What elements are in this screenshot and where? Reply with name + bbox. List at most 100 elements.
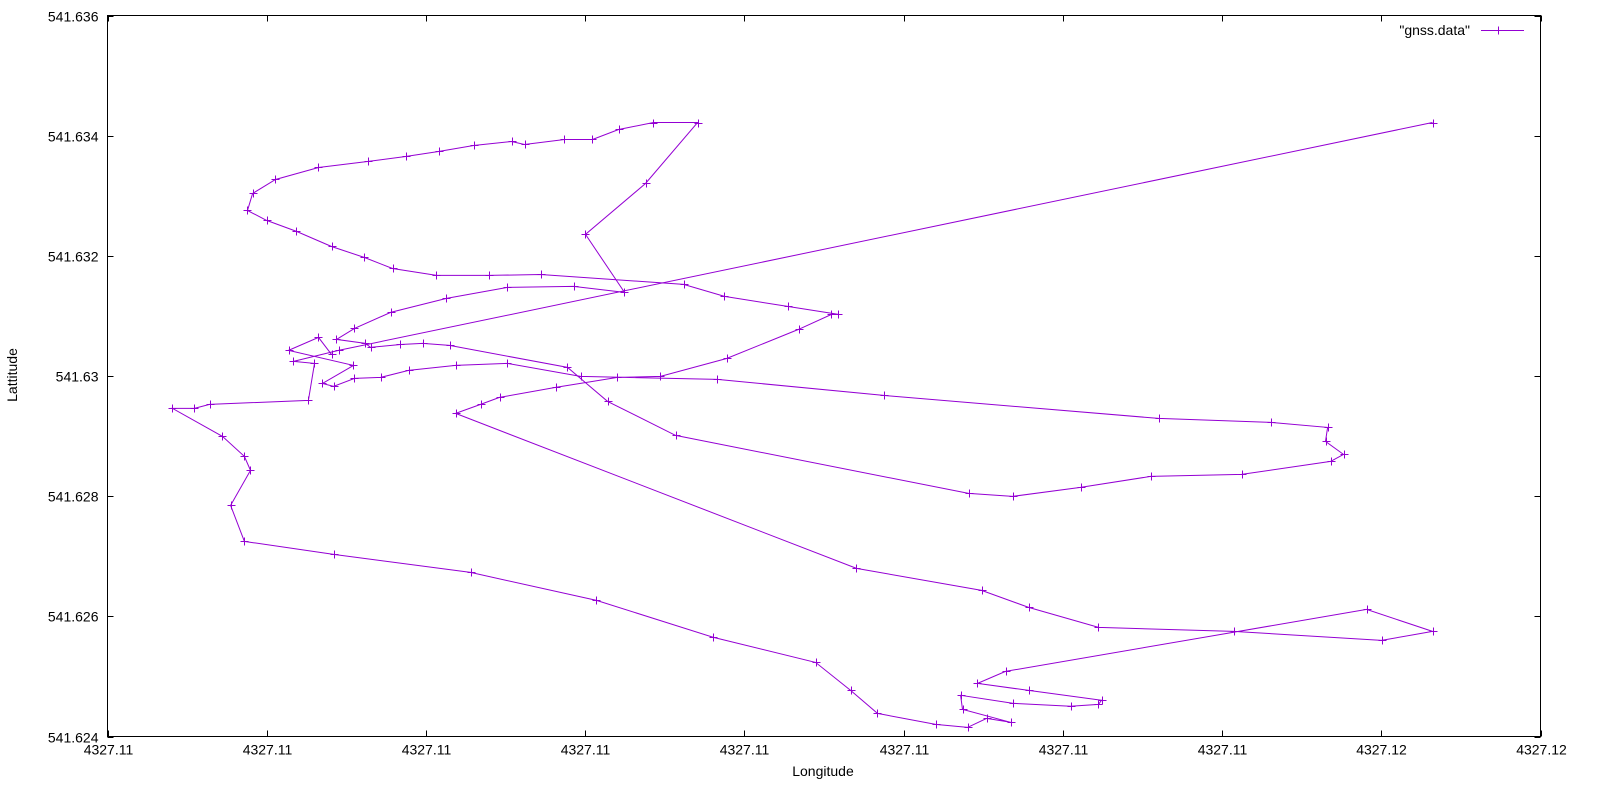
data-point-marker (402, 152, 411, 161)
data-point-marker (218, 432, 227, 441)
data-point-marker (330, 550, 339, 559)
data-point-marker (957, 691, 966, 700)
data-point-marker (1267, 418, 1276, 427)
x-tick-label: 4327.11 (880, 742, 930, 758)
data-point-marker (983, 714, 992, 723)
data-point-marker (349, 361, 358, 370)
legend-label: "gnss.data" (1399, 22, 1470, 38)
data-point-marker (206, 400, 215, 409)
data-point-marker (784, 302, 793, 311)
data-point-marker (847, 686, 856, 695)
data-point-marker (656, 372, 665, 381)
data-point-marker (263, 216, 272, 225)
data-point-marker (964, 723, 973, 732)
data-point-marker (1363, 605, 1372, 614)
data-point-marker (227, 501, 236, 510)
data-point-marker (1094, 623, 1103, 632)
x-tick-label: 4327.11 (84, 742, 134, 758)
data-point-marker (360, 253, 369, 262)
data-point-marker (243, 206, 252, 215)
data-point-marker (978, 586, 987, 595)
data-point-marker (709, 633, 718, 642)
data-point-marker (723, 354, 732, 363)
data-point-marker (1025, 686, 1034, 695)
data-point-marker (1077, 483, 1086, 492)
data-point-marker (812, 658, 821, 667)
data-point-marker (168, 404, 177, 413)
data-point-marker (387, 308, 396, 317)
data-point-marker (577, 372, 586, 381)
data-point-marker (827, 310, 836, 319)
data-point-marker (581, 230, 590, 239)
data-point-marker (592, 596, 601, 605)
x-tick-label: 4327.11 (561, 742, 611, 758)
plot-frame (107, 15, 1541, 737)
y-tick-label: 541.63 (56, 369, 99, 385)
data-point-marker (620, 288, 629, 297)
data-point-marker (367, 343, 376, 352)
data-point-marker (190, 404, 199, 413)
data-point-marker (604, 397, 613, 406)
data-point-marker (1378, 636, 1387, 645)
data-point-marker (1238, 470, 1247, 479)
data-point-marker (642, 179, 651, 188)
data-point-marker (1098, 696, 1107, 705)
y-tick-label: 541.626 (48, 609, 99, 625)
data-point-marker (694, 119, 703, 128)
data-point-marker (289, 357, 298, 366)
data-point-marker (1025, 603, 1034, 612)
x-tick-label: 4327.11 (402, 742, 452, 758)
data-point-marker (405, 366, 414, 375)
data-point-marker (292, 227, 301, 236)
data-point-marker (563, 363, 572, 372)
data-point-marker (1324, 423, 1333, 432)
data-point-marker (271, 175, 280, 184)
y-tick-label: 541.634 (48, 129, 99, 145)
data-point-marker (249, 189, 258, 198)
data-point-marker (503, 283, 512, 292)
data-point-marker (965, 489, 974, 498)
data-point-marker (1002, 667, 1011, 676)
data-point-marker (1147, 472, 1156, 481)
data-point-marker (442, 294, 451, 303)
data-point-marker (332, 335, 341, 344)
data-point-marker (1155, 414, 1164, 423)
y-tick-label: 541.632 (48, 249, 99, 265)
data-point-marker (240, 537, 249, 546)
series-gnss-data (168, 119, 1438, 732)
axis-ticks: 4327.11 4327.11 4327.11 4327.11 4327.11 4327.… (48, 9, 1567, 758)
x-tick-label: 4327.11 (1198, 742, 1248, 758)
data-point-marker (446, 341, 455, 350)
data-point-marker (880, 391, 889, 400)
legend: "gnss.data" (1399, 22, 1524, 38)
x-tick-label: 4327.11 (1039, 742, 1089, 758)
data-point-marker (537, 270, 546, 279)
data-point-marker (1009, 492, 1018, 501)
data-point-marker (1340, 450, 1349, 459)
data-point-marker (1067, 702, 1076, 711)
data-point-marker (560, 135, 569, 144)
data-point-marker (361, 339, 370, 348)
data-point-marker (419, 339, 428, 348)
data-point-marker (959, 705, 968, 714)
data-point-marker (435, 147, 444, 156)
data-point-marker (508, 137, 517, 146)
data-point-marker (521, 140, 530, 149)
data-point-marker (396, 340, 405, 349)
data-point-marker (330, 382, 339, 391)
data-point-marker (477, 400, 486, 409)
data-point-marker (389, 264, 398, 273)
data-point-marker (310, 359, 319, 368)
data-point-marker (314, 333, 323, 342)
data-point-marker (680, 280, 689, 289)
data-point-marker (377, 373, 386, 382)
data-point-marker (452, 409, 461, 418)
data-point-marker (1429, 119, 1438, 128)
data-point-marker (452, 361, 461, 370)
data-point-marker (672, 431, 681, 440)
data-point-marker (1230, 627, 1239, 636)
data-point-marker (240, 452, 249, 461)
x-axis-label: Longitude (792, 763, 854, 779)
data-point-marker (350, 324, 359, 333)
data-point-marker (328, 350, 337, 359)
